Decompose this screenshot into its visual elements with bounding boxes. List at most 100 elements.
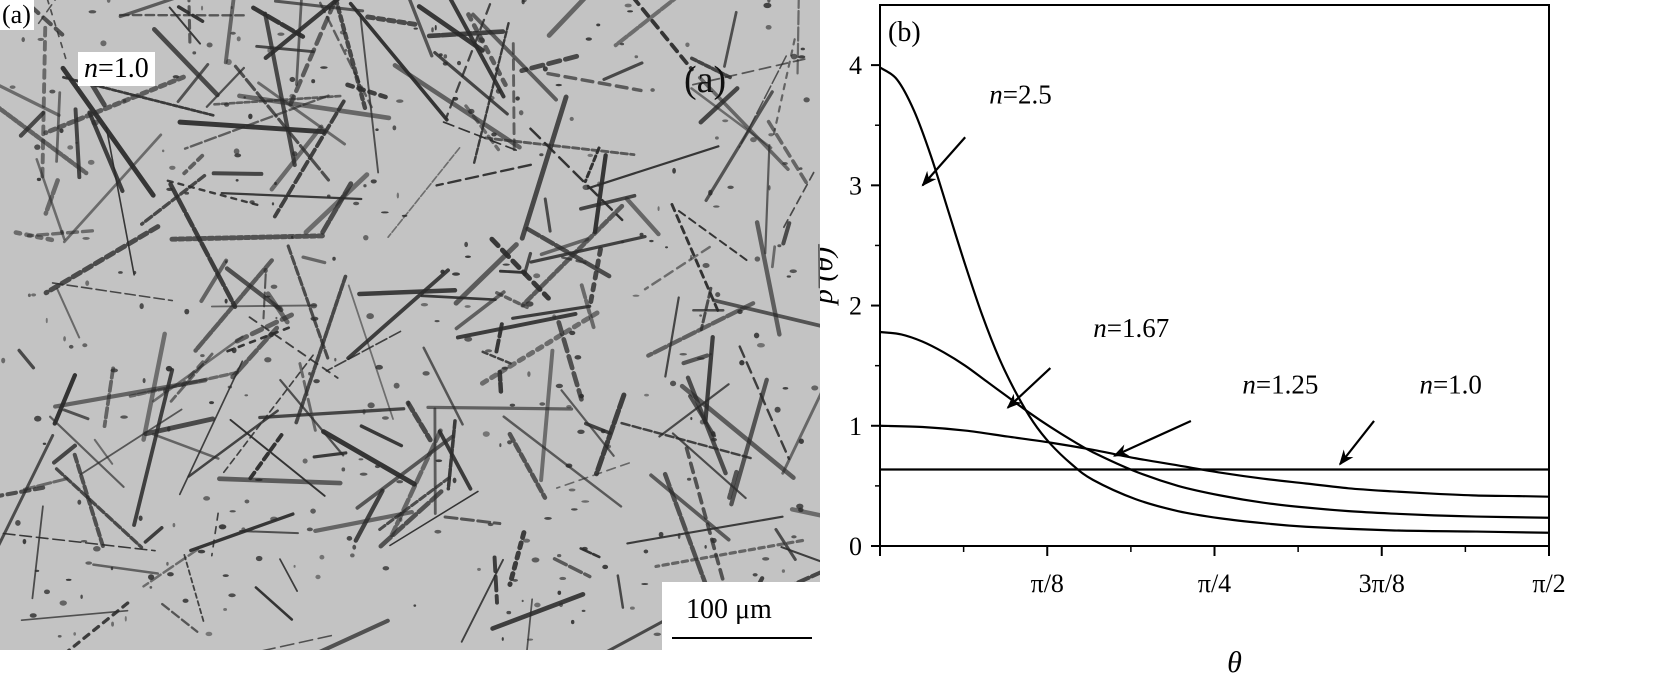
particle <box>122 98 127 103</box>
particle <box>230 5 233 10</box>
micrograph-n-label: n=1.0 <box>78 52 155 86</box>
needle <box>168 182 238 309</box>
particle <box>811 385 819 391</box>
needle <box>489 236 551 301</box>
particle <box>531 557 540 563</box>
needle <box>738 55 787 148</box>
particle <box>624 3 632 8</box>
particle <box>362 409 366 415</box>
needle <box>257 81 347 146</box>
particle <box>124 615 127 622</box>
needle <box>677 210 750 263</box>
particle <box>552 314 557 320</box>
needle <box>453 242 519 306</box>
particle <box>34 144 41 150</box>
particle <box>106 0 111 3</box>
needle <box>658 383 730 438</box>
particle <box>206 42 213 48</box>
particle <box>786 275 792 278</box>
x-tick-label: π/8 <box>1031 569 1064 598</box>
needle <box>460 558 504 643</box>
particle <box>765 24 772 30</box>
particle <box>665 246 669 249</box>
particle <box>709 352 712 356</box>
needle <box>262 634 333 650</box>
particle <box>501 366 509 370</box>
particle <box>42 442 47 446</box>
series-arrow-0 <box>921 136 967 187</box>
needle <box>408 0 434 58</box>
needle <box>177 119 327 135</box>
particle <box>88 10 97 14</box>
particle <box>653 632 662 636</box>
needle <box>223 0 236 65</box>
particle <box>600 429 606 434</box>
needle <box>587 145 720 190</box>
particle <box>777 244 782 248</box>
particle <box>715 136 719 140</box>
series-arrow-1 <box>1006 367 1052 409</box>
particle <box>223 607 228 611</box>
particle <box>334 357 337 362</box>
particle <box>270 284 278 289</box>
particle <box>184 308 190 315</box>
x-tick-label: π/2 <box>1532 569 1565 598</box>
needle <box>602 61 644 81</box>
particle <box>149 586 153 589</box>
needle <box>616 574 625 609</box>
particle <box>789 269 797 274</box>
particle <box>525 301 534 307</box>
needle <box>592 153 608 235</box>
needle <box>52 443 77 465</box>
particle <box>310 508 316 514</box>
needle <box>422 346 464 426</box>
particle <box>679 353 687 356</box>
particle <box>197 549 206 554</box>
needle <box>31 505 44 600</box>
needle <box>66 601 130 650</box>
needle <box>643 245 711 291</box>
needle <box>471 12 558 102</box>
needle <box>679 383 796 480</box>
needle <box>43 74 186 136</box>
particle <box>605 444 612 449</box>
particle <box>557 590 562 595</box>
needle <box>654 538 805 569</box>
x-axis-title: θ <box>1227 646 1242 679</box>
particle <box>521 599 524 603</box>
needle <box>166 179 261 207</box>
particle <box>557 554 562 558</box>
needle <box>764 144 771 255</box>
particle <box>422 371 430 376</box>
needle <box>43 178 60 216</box>
needle <box>210 512 219 557</box>
needle <box>187 0 192 47</box>
particle <box>34 415 42 422</box>
particle <box>73 632 77 636</box>
particle <box>82 236 90 240</box>
x-tick-label: 3π/8 <box>1359 569 1405 598</box>
y-tick-label: 3 <box>849 171 862 200</box>
needle <box>254 586 294 621</box>
particle <box>502 263 510 266</box>
needle <box>132 368 175 527</box>
series-label-var: n <box>1242 369 1256 399</box>
particle <box>487 522 494 527</box>
needle <box>221 354 314 475</box>
particle <box>161 149 165 153</box>
particle <box>380 211 389 214</box>
particle <box>227 385 233 389</box>
needle <box>52 373 78 426</box>
particle <box>577 429 585 435</box>
needle <box>626 515 784 545</box>
particle <box>482 431 490 437</box>
needle <box>273 0 365 13</box>
needle <box>176 5 207 25</box>
particle <box>45 317 48 324</box>
needle <box>168 6 202 45</box>
particle <box>737 309 743 315</box>
particle <box>352 544 357 550</box>
series-label-1: n=1.67 <box>1093 313 1169 343</box>
needle <box>782 171 815 230</box>
